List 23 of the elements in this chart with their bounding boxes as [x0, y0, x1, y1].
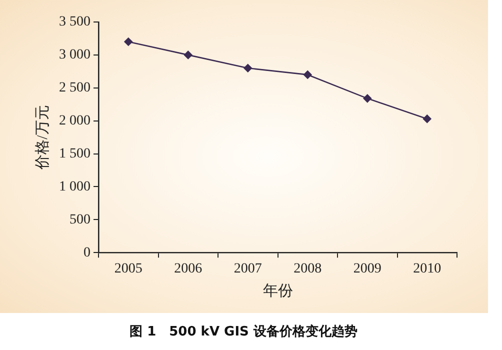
y-tick-label: 2 500 [59, 80, 90, 96]
x-tick-label: 2008 [294, 262, 322, 277]
y-tick-label: 1 500 [59, 146, 90, 162]
point [124, 38, 133, 46]
point [184, 50, 192, 60]
y-tick-label: 3 000 [59, 48, 90, 63]
text: 图 1 500 kV GIS 设备价格变化趋势 [130, 324, 358, 340]
x-tick-label: 2006 [174, 262, 202, 277]
point [303, 70, 312, 79]
point [422, 114, 432, 123]
y-tick-label: 0 [84, 245, 90, 260]
y-tick-label: 3 500 [59, 14, 90, 30]
y-axis-title: 价格/万元 [34, 105, 51, 170]
x-tick-label: 2005 [114, 262, 142, 277]
y-tick-label: 2 000 [59, 114, 90, 128]
x-tick-label: 2010 [413, 262, 442, 277]
point [244, 64, 252, 72]
x-axis-title: 年份 [262, 282, 293, 300]
x-tick-label: 2007 [234, 262, 262, 277]
y-tick-label: 1 000 [59, 179, 90, 194]
point [363, 94, 372, 103]
y-tick-label: 500 [70, 212, 90, 228]
x-tick-label: 2009 [353, 262, 382, 277]
